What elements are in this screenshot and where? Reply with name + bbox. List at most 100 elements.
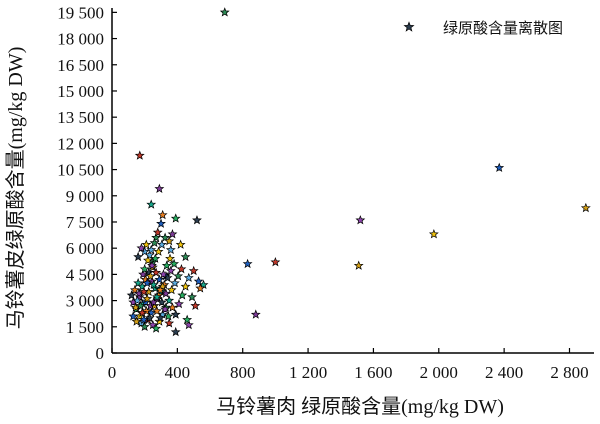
data-point [176, 263, 187, 274]
data-point [170, 213, 181, 223]
x-axis-title: 马铃薯肉 绿原酸含量(mg/kg DW) [216, 395, 504, 418]
data-point [160, 288, 171, 298]
data-point [353, 260, 364, 270]
data-point [165, 265, 176, 276]
data-point [167, 229, 178, 239]
data-point [151, 323, 162, 333]
data-point [182, 314, 193, 324]
data-point [143, 255, 153, 265]
data-point [169, 258, 180, 269]
data-point [148, 297, 159, 307]
data-point [144, 250, 155, 260]
legend-label: 绿原酸含量离散图 [443, 20, 563, 37]
data-point [170, 309, 181, 319]
data-point [164, 318, 175, 328]
y-tick-label: 10 500 [57, 161, 104, 180]
data-point [155, 312, 166, 323]
data-point [180, 251, 191, 262]
data-point [131, 316, 142, 326]
data-point [139, 321, 150, 331]
data-point [142, 293, 153, 304]
data-point [132, 295, 143, 305]
data-point [154, 274, 165, 284]
legend-star-icon [403, 21, 415, 32]
data-point [195, 283, 206, 293]
legend-star-icon-shape [403, 21, 415, 32]
data-point [135, 300, 146, 311]
y-tick-label: 6 000 [66, 239, 104, 258]
y-tick-label: 16 500 [57, 56, 104, 75]
data-point [147, 319, 158, 330]
data-point [192, 215, 202, 225]
data-point [173, 270, 184, 281]
x-tick-label: 800 [230, 363, 256, 382]
data-point [428, 229, 439, 239]
data-point [134, 150, 145, 160]
y-tick-label: 3 000 [66, 292, 104, 311]
data-point [163, 311, 174, 321]
x-tick-label: 0 [108, 363, 117, 382]
data-point [146, 199, 157, 209]
data-point [166, 284, 177, 295]
plot-frame [111, 8, 594, 354]
y-tick-label: 9 000 [66, 187, 104, 206]
data-point [128, 311, 139, 321]
x-tick-label: 1 200 [289, 363, 327, 382]
data-point [148, 279, 159, 290]
data-point [187, 291, 197, 302]
data-point [165, 244, 176, 255]
data-point [149, 237, 160, 248]
data-point [177, 290, 188, 300]
data-point [161, 260, 172, 270]
data-point [139, 263, 150, 274]
data-point [126, 290, 137, 300]
data-point [355, 215, 366, 225]
data-point [133, 277, 144, 288]
data-point [193, 276, 204, 286]
data-point [155, 284, 166, 295]
data-point [138, 314, 149, 324]
data-point [144, 312, 155, 323]
data-point [137, 307, 148, 318]
data-point [136, 243, 147, 253]
data-point [158, 269, 169, 279]
y-tick-label: 1 500 [66, 318, 104, 337]
data-point [167, 302, 178, 312]
data-point [165, 253, 175, 263]
y-tick-label: 13 500 [57, 108, 104, 127]
data-point [174, 298, 184, 309]
data-point [150, 253, 161, 263]
data-point [270, 256, 281, 267]
data-point [141, 239, 152, 249]
data-point [154, 183, 165, 193]
data-point [157, 209, 168, 220]
x-tick-label: 2 000 [420, 363, 458, 382]
data-point [183, 319, 194, 330]
y-axis-title: 马铃薯皮绿原酸含量(mg/kg DW) [4, 47, 27, 330]
y-axis: 0 1 500 3 000 4 500 6 000 7 500 9 000 10 500 12 … [57, 3, 117, 363]
y-tick-label: 19 500 [57, 3, 104, 22]
data-point [160, 304, 171, 314]
data-point [175, 239, 186, 249]
data-point [138, 286, 149, 297]
data-point [151, 232, 162, 242]
data-point [190, 300, 201, 311]
data-point [142, 277, 153, 288]
data-point [152, 305, 162, 316]
data-point [145, 270, 156, 281]
legend: 绿原酸含量离散图 [403, 20, 563, 37]
x-tick-label: 2 400 [485, 363, 523, 382]
data-point [152, 291, 162, 302]
x-tick-label: 400 [165, 363, 191, 382]
x-tick-label: 1 600 [354, 363, 392, 382]
data-point [580, 202, 591, 213]
data-point [138, 269, 148, 279]
data-points [126, 7, 591, 337]
data-point [170, 326, 181, 337]
data-point [152, 227, 163, 237]
y-tick-label: 15 000 [57, 82, 104, 101]
data-point [133, 251, 144, 262]
x-axis: 0 400 800 1 200 1 600 2 000 2 400 2 800 [108, 348, 589, 382]
y-tick-label: 12 000 [57, 134, 104, 153]
